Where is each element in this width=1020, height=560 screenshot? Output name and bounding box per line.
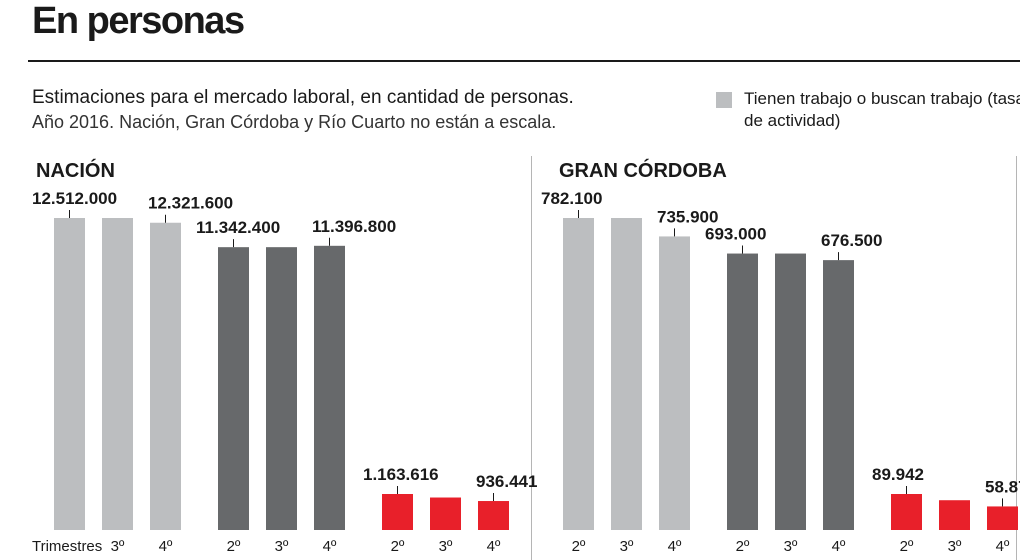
bar — [727, 253, 758, 530]
tick-label: 4º — [487, 538, 501, 555]
subtitle-line-1: Estimaciones para el mercado laboral, en… — [32, 87, 574, 108]
bar — [150, 222, 181, 530]
data-label: 11.342.400 — [196, 218, 280, 237]
tick-label: 3º — [111, 538, 125, 555]
tick-label: 3º — [620, 538, 634, 555]
panel-title: NACIÓN — [36, 158, 115, 182]
data-label: 735.900 — [657, 207, 718, 226]
bar — [823, 260, 854, 530]
data-label: 1.163.616 — [363, 465, 439, 484]
data-label: 11.396.800 — [312, 217, 396, 236]
tick-label: 2º — [900, 538, 914, 555]
bar — [382, 494, 413, 530]
bar — [611, 218, 642, 530]
bar — [659, 236, 690, 531]
tick-label: 3º — [439, 538, 453, 555]
subtitle-line-2: Año 2016. Nación, Gran Córdoba y Río Cua… — [32, 112, 557, 132]
data-label: 12.512.000 — [32, 189, 117, 208]
tick-label: 3º — [784, 538, 798, 555]
title-rule — [28, 60, 1020, 62]
tick-label: 3º — [275, 538, 289, 555]
legend-label: Tienen trabajo o buscan trabajo (tasa de… — [744, 89, 1020, 130]
legend-swatch — [716, 92, 732, 108]
data-label: 676.500 — [821, 231, 882, 250]
tick-label: 4º — [323, 538, 337, 555]
data-label: 58.872 — [985, 477, 1020, 496]
tick-label: 2º — [227, 538, 241, 555]
data-label: 693.000 — [705, 225, 766, 244]
bar — [478, 501, 509, 530]
bar — [939, 500, 970, 530]
bar — [430, 497, 461, 530]
chart-panel-1: GRAN CÓRDOBA 782.100 2º 3º 735.900 4º 693.000 2… — [541, 158, 1020, 555]
tick-label: 4º — [668, 538, 682, 555]
bar — [102, 218, 133, 530]
data-label: 12.321.600 — [148, 194, 233, 213]
tick-label: 2º — [391, 538, 405, 555]
bar — [54, 218, 85, 530]
panel-divider-right — [1016, 156, 1017, 560]
x-axis-label: Trimestres — [32, 538, 102, 555]
data-label: 936.441 — [476, 472, 537, 491]
bar — [775, 253, 806, 530]
tick-label: 3º — [948, 538, 962, 555]
bar — [563, 218, 594, 530]
tick-label: 4º — [832, 538, 846, 555]
tick-label: 4º — [996, 538, 1010, 555]
page-title: En personas — [32, 0, 245, 42]
tick-label: 2º — [736, 538, 750, 555]
bar — [987, 506, 1018, 530]
subtitle: Estimaciones para el mercado laboral, en… — [32, 86, 574, 134]
tick-label: 2º — [572, 538, 586, 555]
panel-divider — [531, 156, 532, 560]
bar — [314, 245, 345, 530]
bar — [891, 494, 922, 530]
panel-title: GRAN CÓRDOBA — [559, 158, 727, 182]
chart-panel-0: NACIÓN Trimestres 12.512.000 3º 12.321.600 4º… — [32, 158, 537, 555]
bar — [266, 247, 297, 530]
bar — [218, 247, 249, 530]
tick-label: 4º — [159, 538, 173, 555]
data-label: 89.942 — [872, 465, 924, 484]
data-label: 782.100 — [541, 189, 602, 208]
